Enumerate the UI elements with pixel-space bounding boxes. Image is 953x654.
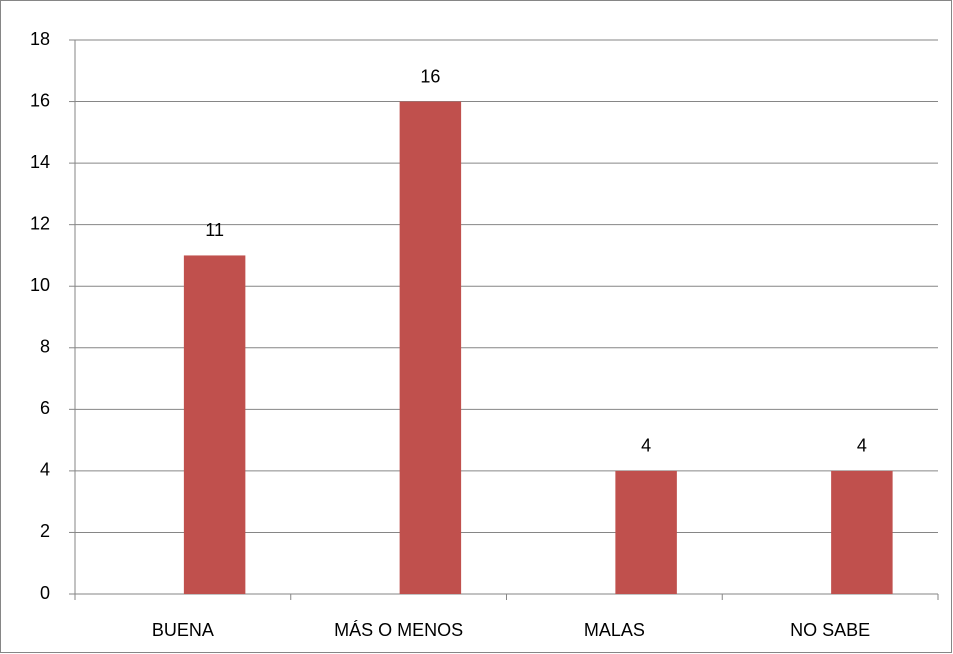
data-label: 11 (205, 220, 224, 240)
data-label: 4 (857, 436, 867, 456)
data-label: 4 (641, 436, 651, 456)
y-tick-label: 2 (40, 521, 50, 541)
x-tick-label: BUENA (152, 620, 214, 640)
x-tick-label: MÁS O MENOS (334, 620, 463, 640)
y-tick-label: 8 (40, 337, 50, 357)
y-tick-label: 16 (30, 90, 50, 110)
bar (831, 470, 893, 594)
bar (183, 255, 246, 594)
data-label: 16 (420, 66, 440, 86)
y-tick-label: 12 (30, 213, 50, 233)
bar (399, 101, 462, 595)
y-tick-label: 4 (40, 460, 50, 480)
y-tick-label: 18 (30, 29, 50, 49)
y-tick-label: 10 (30, 275, 50, 295)
y-tick-label: 0 (40, 583, 50, 603)
y-tick-label: 14 (30, 152, 50, 172)
x-tick-label: NO SABE (790, 620, 870, 640)
bar (615, 470, 677, 594)
y-tick-label: 6 (40, 398, 50, 418)
x-tick-label: MALAS (584, 620, 645, 640)
